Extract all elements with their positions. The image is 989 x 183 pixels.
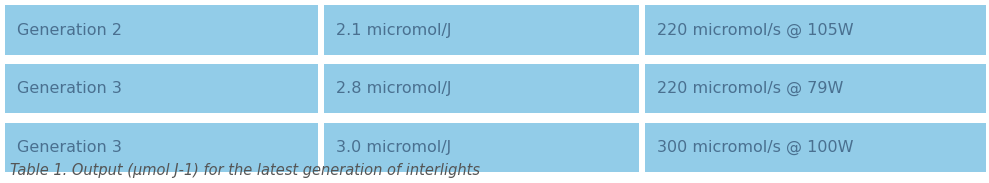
Bar: [5, 123, 318, 172]
Bar: [324, 123, 639, 172]
Text: 220 micromol/s @ 105W: 220 micromol/s @ 105W: [657, 23, 854, 38]
Bar: [645, 5, 986, 55]
Text: Generation 3: Generation 3: [17, 140, 122, 155]
Bar: [5, 64, 318, 113]
Text: Generation 2: Generation 2: [17, 23, 122, 38]
Bar: [645, 123, 986, 172]
Bar: [324, 64, 639, 113]
Bar: [645, 64, 986, 113]
Text: 220 micromol/s @ 79W: 220 micromol/s @ 79W: [657, 81, 843, 96]
Text: 2.8 micromol/J: 2.8 micromol/J: [336, 81, 452, 96]
Text: 300 micromol/s @ 100W: 300 micromol/s @ 100W: [657, 140, 854, 155]
Text: Table 1. Output (μmol J-1) for the latest generation of interlights: Table 1. Output (μmol J-1) for the lates…: [10, 163, 480, 178]
Bar: [5, 5, 318, 55]
Text: 3.0 micromol/J: 3.0 micromol/J: [336, 140, 452, 155]
Text: 2.1 micromol/J: 2.1 micromol/J: [336, 23, 452, 38]
Text: Generation 3: Generation 3: [17, 81, 122, 96]
Bar: [324, 5, 639, 55]
